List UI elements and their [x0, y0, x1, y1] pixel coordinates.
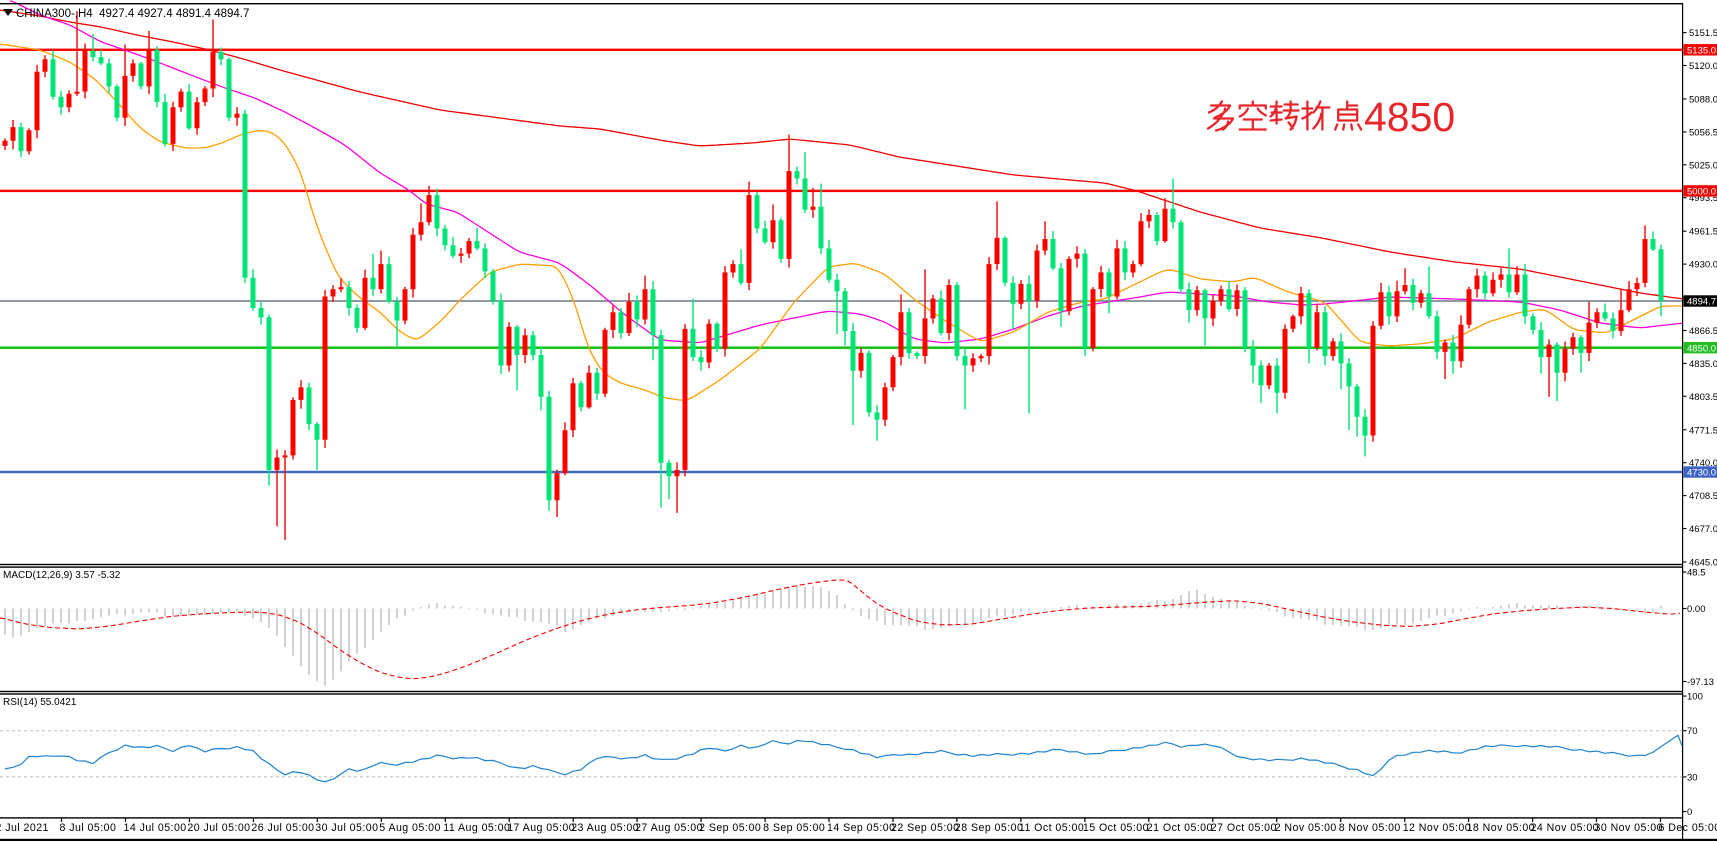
svg-text:27 Aug 05:00: 27 Aug 05:00	[635, 822, 703, 834]
svg-text:-97.13: -97.13	[1687, 677, 1714, 688]
svg-text:30 Nov 05:00: 30 Nov 05:00	[1595, 822, 1663, 834]
svg-text:4930.0: 4930.0	[1689, 260, 1717, 271]
svg-text:27 Oct 05:00: 27 Oct 05:00	[1211, 822, 1277, 834]
svg-text:11 Aug 05:00: 11 Aug 05:00	[443, 822, 510, 834]
svg-text:30: 30	[1687, 772, 1698, 783]
svg-text:2 Jul 2021: 2 Jul 2021	[0, 822, 49, 834]
svg-text:4894.7: 4894.7	[1687, 297, 1716, 308]
svg-text:4850.0: 4850.0	[1687, 343, 1716, 354]
svg-text:0.00: 0.00	[1687, 604, 1706, 615]
svg-text:MACD(12,26,9) 3.57 -5.32: MACD(12,26,9) 3.57 -5.32	[3, 570, 121, 581]
svg-text:20 Jul 05:00: 20 Jul 05:00	[187, 822, 250, 834]
svg-text:4835.0: 4835.0	[1689, 359, 1717, 370]
svg-text:18 Nov 05:00: 18 Nov 05:00	[1467, 822, 1535, 834]
svg-text:23 Aug 05:00: 23 Aug 05:00	[571, 822, 639, 834]
svg-text:5025.0: 5025.0	[1689, 160, 1717, 171]
svg-text:17 Aug 05:00: 17 Aug 05:00	[507, 822, 575, 834]
svg-text:14 Jul 05:00: 14 Jul 05:00	[124, 822, 187, 834]
svg-text:8 Nov 05:00: 8 Nov 05:00	[1339, 822, 1401, 834]
svg-text:4961.5: 4961.5	[1689, 227, 1717, 238]
svg-text:4866.5: 4866.5	[1689, 326, 1717, 337]
svg-text:11 Oct 05:00: 11 Oct 05:00	[1019, 822, 1084, 834]
svg-text:4850: 4850	[1364, 94, 1455, 140]
svg-text:4730.0: 4730.0	[1687, 468, 1716, 479]
svg-text:4708.5: 4708.5	[1689, 491, 1717, 502]
svg-text:5056.5: 5056.5	[1689, 127, 1717, 138]
svg-text:48.5: 48.5	[1687, 568, 1706, 579]
svg-text:5000.0: 5000.0	[1687, 187, 1716, 198]
svg-text:4677.0: 4677.0	[1689, 524, 1717, 535]
svg-text:8 Jul 05:00: 8 Jul 05:00	[60, 822, 117, 834]
svg-text:RSI(14) 55.0421: RSI(14) 55.0421	[3, 697, 77, 708]
svg-text:5151.5: 5151.5	[1689, 28, 1717, 39]
svg-text:70: 70	[1687, 726, 1698, 737]
svg-text:2 Sep 05:00: 2 Sep 05:00	[699, 822, 761, 834]
svg-text:0: 0	[1687, 807, 1692, 818]
svg-text:4803.5: 4803.5	[1689, 392, 1717, 403]
svg-text:24 Nov 05:00: 24 Nov 05:00	[1531, 822, 1599, 834]
svg-text:21 Oct 05:00: 21 Oct 05:00	[1147, 822, 1213, 834]
svg-text:2 Nov 05:00: 2 Nov 05:00	[1275, 822, 1337, 834]
svg-text:5120.0: 5120.0	[1689, 61, 1717, 72]
svg-text:6 Dec 05:00: 6 Dec 05:00	[1659, 822, 1717, 834]
svg-text:30 Jul 05:00: 30 Jul 05:00	[315, 822, 378, 834]
svg-text:CHINA300-,H4 4927.4 4927.4 48: CHINA300-,H4 4927.4 4927.4 4891.4 4894.7	[16, 8, 249, 20]
svg-text:26 Jul 05:00: 26 Jul 05:00	[251, 822, 314, 834]
svg-text:8 Sep 05:00: 8 Sep 05:00	[763, 822, 825, 834]
svg-text:5088.0: 5088.0	[1689, 94, 1717, 105]
svg-text:5 Aug 05:00: 5 Aug 05:00	[379, 822, 441, 834]
svg-text:15 Oct 05:00: 15 Oct 05:00	[1083, 822, 1149, 834]
svg-text:28 Sep 05:00: 28 Sep 05:00	[955, 822, 1023, 834]
svg-text:14 Sep 05:00: 14 Sep 05:00	[827, 822, 895, 834]
svg-text:12 Nov 05:00: 12 Nov 05:00	[1403, 822, 1471, 834]
svg-text:22 Sep 05:00: 22 Sep 05:00	[891, 822, 959, 834]
svg-text:100: 100	[1687, 692, 1703, 703]
svg-text:4771.5: 4771.5	[1689, 425, 1717, 436]
svg-text:5135.0: 5135.0	[1687, 45, 1716, 56]
